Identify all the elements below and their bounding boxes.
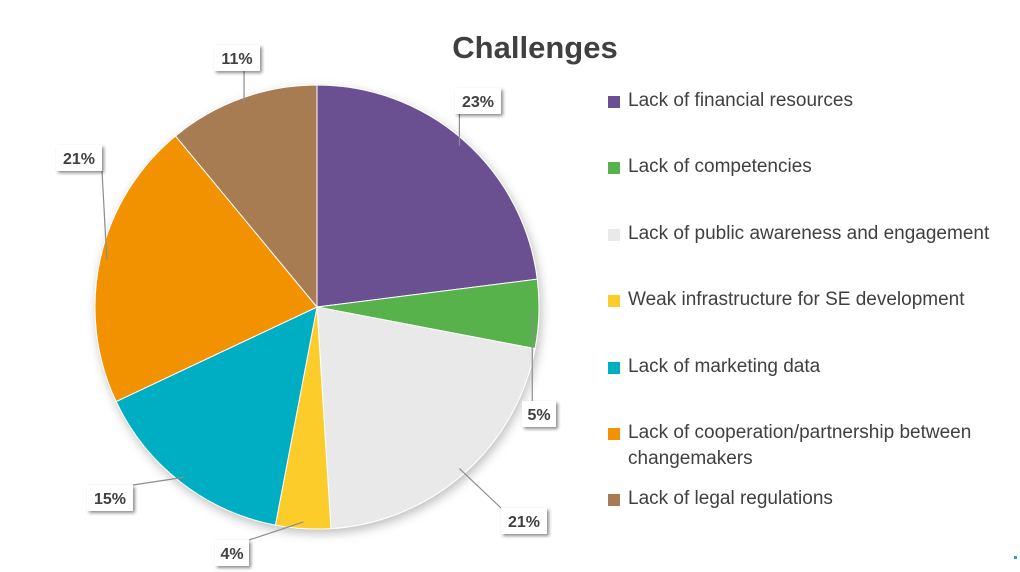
leader-line-5 xyxy=(132,476,186,486)
corner-marker xyxy=(1014,556,1017,559)
data-label-box-5 xyxy=(87,485,133,511)
data-label-box-4 xyxy=(215,540,249,566)
legend-swatch xyxy=(608,96,620,108)
legend-item-1: Lack of financial resources xyxy=(608,90,1013,114)
legend-swatch xyxy=(608,229,620,241)
legend-swatch xyxy=(608,362,620,374)
leader-line-4 xyxy=(248,521,304,541)
legend-label: Lack of legal regulations xyxy=(628,488,833,509)
legend-swatch xyxy=(608,494,620,506)
chart-title: Challenges xyxy=(452,30,618,65)
legend-label: Lack of marketing data xyxy=(628,356,821,377)
data-label-5: 15% xyxy=(94,491,126,508)
legend-item-2: Lack of competencies xyxy=(608,156,1013,180)
pie-slice-1 xyxy=(316,84,538,308)
legend-item-6: Lack of cooperation/partnership between … xyxy=(608,422,1013,472)
data-labels: 23% 5% 21% 4% 15% 21% 11% xyxy=(56,45,556,566)
data-label-4: 4% xyxy=(220,546,243,563)
data-label-box-2 xyxy=(522,401,556,427)
data-label-7: 11% xyxy=(221,51,252,68)
legend-label: Lack of cooperation/partnership between … xyxy=(628,422,972,469)
legend-label: Lack of competencies xyxy=(628,156,812,177)
data-label-3: 21% xyxy=(508,514,540,531)
pie-slices xyxy=(94,84,540,530)
legend-label: Weak infrastructure for SE development xyxy=(628,289,965,310)
pie-slice-6 xyxy=(94,135,318,403)
leader-line-3 xyxy=(458,468,502,509)
legend-label: Lack of public awareness and engagement xyxy=(628,223,990,244)
data-label-box-7 xyxy=(214,45,260,71)
data-label-6: 21% xyxy=(63,151,95,168)
legend-swatch xyxy=(608,295,620,307)
legend-swatch xyxy=(608,428,620,440)
pie-slice-7 xyxy=(174,84,318,309)
legend-label: Lack of financial resources xyxy=(628,90,853,111)
data-label-2: 5% xyxy=(527,407,550,424)
data-label-box-6 xyxy=(56,145,102,171)
legend-item-7: Lack of legal regulations xyxy=(608,488,1013,512)
pie-slice-5 xyxy=(115,306,318,526)
legend-swatch xyxy=(608,162,620,174)
legend-item-3: Lack of public awareness and engagement xyxy=(608,223,1013,247)
legend-item-4: Weak infrastructure for SE development xyxy=(608,289,1013,313)
data-label-box-1 xyxy=(455,88,501,114)
legend-item-5: Lack of marketing data xyxy=(608,356,1013,380)
leader-line-6 xyxy=(101,170,108,261)
data-label-1: 23% xyxy=(462,94,494,111)
data-label-box-3 xyxy=(501,508,547,534)
